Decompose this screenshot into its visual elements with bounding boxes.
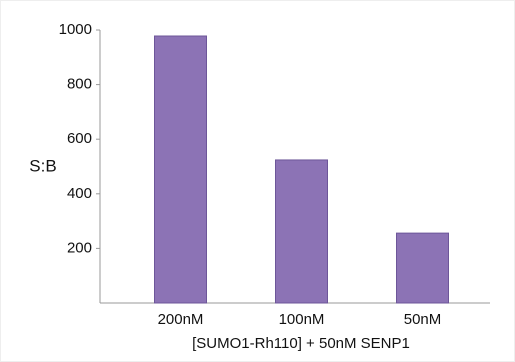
y-tick-label: 800 bbox=[67, 76, 92, 93]
x-tick-label: 100nM bbox=[279, 311, 325, 328]
y-tick-label: 200 bbox=[67, 239, 92, 256]
y-axis-label: S:B bbox=[29, 156, 56, 175]
bar bbox=[396, 232, 449, 304]
y-tick-label: 400 bbox=[67, 185, 92, 202]
bar bbox=[154, 35, 207, 304]
bar bbox=[275, 159, 328, 304]
y-tick-label: 600 bbox=[67, 130, 92, 147]
x-tick-label: 200nM bbox=[158, 311, 204, 328]
x-tick-label: 50nM bbox=[404, 311, 442, 328]
x-axis-label: [SUMO1-Rh110] + 50nM SENP1 bbox=[192, 335, 410, 352]
y-tick-label: 1000 bbox=[59, 21, 92, 38]
